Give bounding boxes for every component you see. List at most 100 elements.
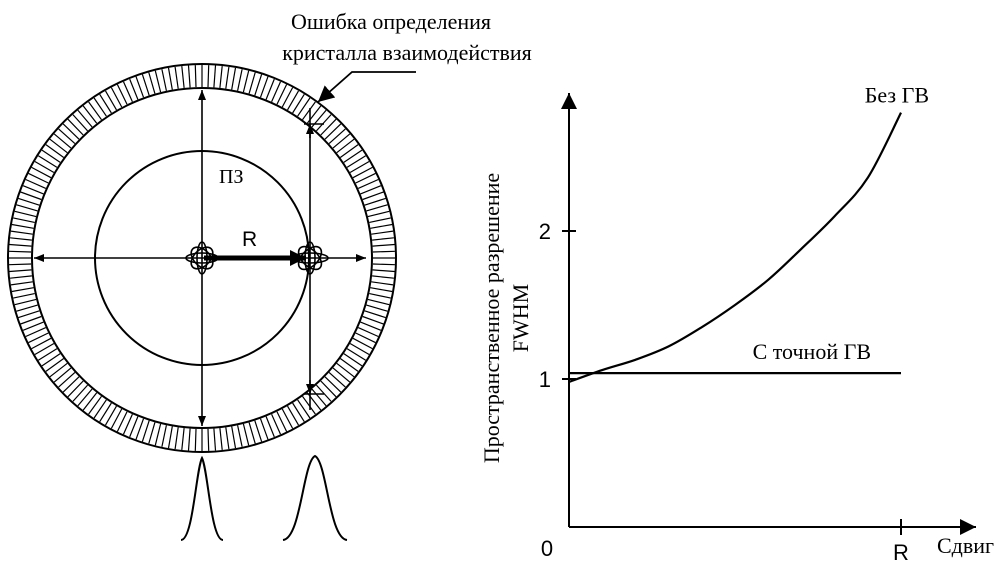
detector-crystal [14,210,37,218]
detector-crystal [352,166,373,179]
detector-crystal [174,66,179,89]
detector-crystal [254,74,263,96]
detector-crystal [187,428,191,451]
detector-crystal [276,411,288,432]
detector-crystal [141,420,150,442]
detector-crystal [62,376,80,393]
detector-crystal [99,93,112,114]
detector-crystal [62,123,80,140]
detector-crystal [349,160,370,174]
detector-crystal [104,405,118,426]
detector-crystal [281,408,294,429]
shift-arrow-label: R [242,228,257,251]
detector-crystal [324,376,342,393]
detector-crystal [154,423,162,446]
detector-crystal [11,223,34,229]
detector-crystal [18,310,40,319]
detector-crystal [286,405,300,426]
detector-crystal [372,237,394,241]
detector-crystal [372,250,395,253]
detector-crystal [370,223,393,229]
detector-crystal [25,327,47,338]
detector-crystal [45,358,65,372]
detector-crystal [276,84,288,105]
detector-crystal [181,66,185,88]
detector-crystal [116,84,128,105]
detector-crystal [362,191,384,201]
detector-crystal [372,275,394,279]
detector-crystal [41,353,61,367]
detector-crystal [343,353,363,367]
detector-crystal [343,149,363,163]
detector-crystal [336,138,355,154]
detector-crystal [346,155,367,168]
detector-crystal [332,367,351,383]
detector-crystal [302,101,316,121]
detector-crystal [49,362,68,378]
detector-crystal [242,70,250,93]
detector-crystal [20,315,42,325]
detector-crystal [320,380,337,398]
detector-crystal [372,263,395,266]
detector-crystal [362,315,384,325]
detector-ring-inner [31,87,373,429]
detector-crystal [37,155,58,168]
detector-crystal [82,392,98,411]
x-tick-label: 0 [541,536,553,561]
detector-crystal [45,144,65,158]
series-label-1: С точной ГВ [753,339,871,364]
detector-crystal [104,90,118,111]
detector-crystal [161,69,167,91]
detector-crystal [367,298,390,306]
detector-crystal [231,426,237,449]
detector-crystal [174,427,179,450]
detector-crystal [9,269,32,273]
series-label-0: Без ГВ [865,83,929,108]
detector-crystal [281,87,294,108]
detector-crystals [9,65,395,451]
detector-crystal [72,114,89,132]
detector-crystal [324,123,342,140]
detector-crystal [367,210,390,218]
detector-crystal [271,413,282,435]
detector-crystal [187,65,191,88]
detector-crystal [332,133,351,149]
detector-crystal [34,342,55,356]
detector-crystal [37,348,58,361]
detector-crystal [53,133,72,149]
detector-crystal [161,425,167,447]
detector-crystal [20,191,42,201]
y-axis-label-line2: FWHM [508,284,533,352]
detector-crystal [67,380,84,398]
y-tick-label: 1 [539,367,551,392]
detector-crystal [371,281,394,286]
field-of-view-label: ПЗ [219,166,243,188]
detector-crystal [93,97,107,117]
detector-crystal [339,358,359,372]
series-line-0 [568,112,902,384]
detector-crystal [271,81,282,103]
detector-crystal [53,367,72,383]
detector-crystal [225,66,230,89]
detector-crystal [297,97,311,117]
detector-crystal [320,118,337,136]
x-tick-label: R [893,540,909,565]
detector-crystal [259,418,269,440]
detector-crystal [292,93,305,114]
detector-crystal [297,399,311,419]
detector-crystal [122,413,133,435]
detector-crystal [336,362,355,378]
detector-crystal [207,428,210,451]
detector-crystal [122,81,133,103]
detector-crystal [339,144,359,158]
detector-crystal [360,185,382,195]
detector-crystal [135,418,145,440]
detector-crystal [292,402,305,423]
detector-crystal [370,287,393,293]
detector-crystal [129,416,139,438]
detector-crystal [58,371,76,388]
detector-crystal [181,428,185,450]
detector-crystal [248,422,256,444]
detector-crystal [346,348,367,361]
